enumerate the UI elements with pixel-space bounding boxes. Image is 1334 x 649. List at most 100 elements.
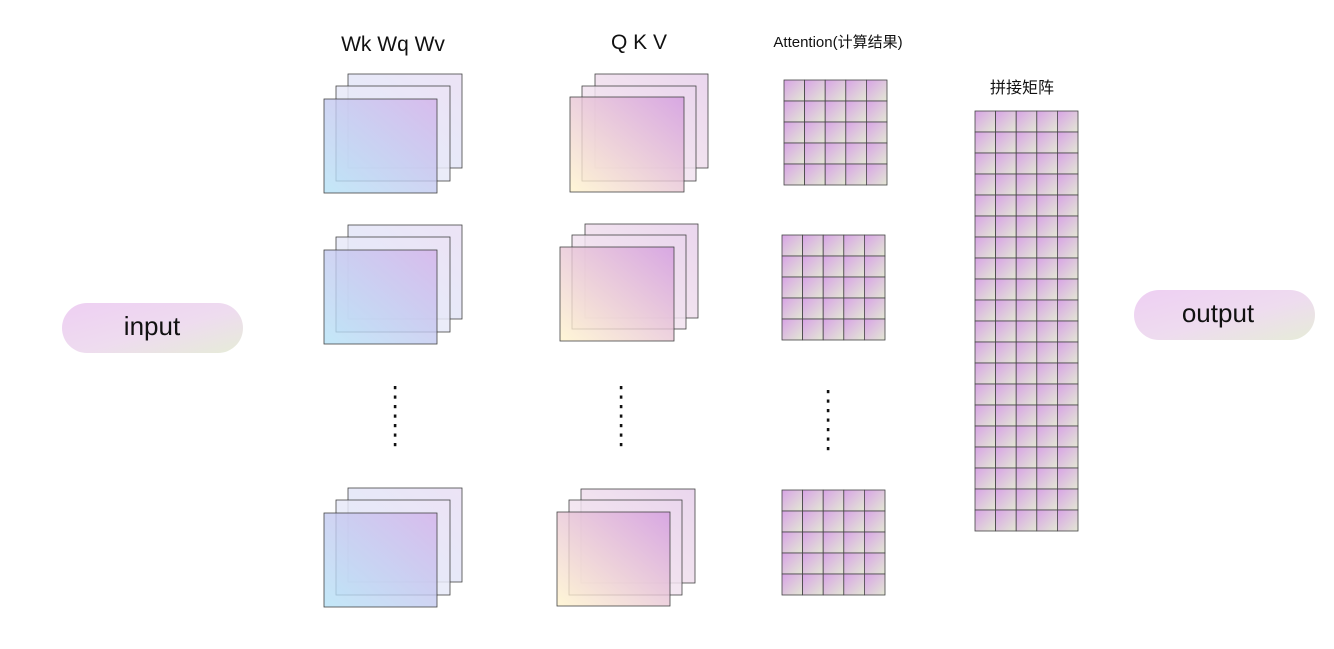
matrix-cell: [995, 383, 1017, 406]
matrix-cell: [802, 297, 824, 320]
matrix-cell: [1015, 278, 1038, 301]
matrix-cell: [1015, 173, 1038, 196]
weight-matrix-front: [323, 249, 438, 345]
matrix-cell: [781, 510, 804, 533]
matrix-cell: [1015, 194, 1038, 217]
matrix-cell: [974, 320, 997, 343]
matrix-cell: [845, 79, 867, 102]
matrix-cell: [974, 194, 997, 217]
matrix-cell: [1036, 341, 1058, 364]
ellipsis-dot: [619, 405, 623, 409]
matrix-cell: [1036, 362, 1058, 385]
matrix-cell: [1036, 110, 1058, 133]
matrix-cell: [995, 278, 1017, 301]
matrix-cell: [995, 320, 1017, 343]
matrix-cell: [845, 121, 867, 144]
matrix-cell: [845, 142, 867, 165]
matrix-cell: [1015, 425, 1038, 448]
matrix-cell: [974, 257, 997, 280]
matrix-cell: [1036, 236, 1058, 259]
qkv-matrix-front: [556, 511, 671, 607]
matrix-cell: [1015, 509, 1038, 532]
ellipsis-dot: [393, 405, 397, 409]
matrix-cell: [974, 236, 997, 259]
matrix-cell: [804, 142, 826, 165]
matrix-cell: [995, 257, 1017, 280]
matrix-cell: [804, 121, 826, 144]
concat-column-title: 拼接矩阵: [990, 79, 1054, 97]
matrix-cell: [1057, 110, 1079, 133]
matrix-cell: [974, 362, 997, 385]
matrix-cell: [974, 341, 997, 364]
input-pill: [62, 303, 243, 353]
matrix-cell: [822, 276, 845, 299]
matrix-cell: [995, 299, 1017, 322]
ellipsis-dot: [619, 395, 623, 399]
ellipsis-dot: [619, 433, 623, 437]
matrix-cell: [843, 552, 865, 575]
matrix-cell: [824, 79, 847, 102]
matrix-cell: [804, 79, 826, 102]
matrix-cell: [1057, 299, 1079, 322]
ellipsis-dot: [393, 395, 397, 399]
matrix-cell: [802, 276, 824, 299]
matrix-cell: [974, 446, 997, 469]
output-node: output: [1134, 290, 1315, 340]
matrix-cell: [781, 297, 804, 320]
matrix-cell: [845, 163, 867, 186]
matrix-cell: [1015, 488, 1038, 511]
weight-stack-2: [323, 224, 463, 345]
matrix-cell: [783, 100, 806, 123]
matrix-cell: [974, 173, 997, 196]
matrix-cell: [1057, 383, 1079, 406]
matrix-cell: [1036, 215, 1058, 238]
matrix-cell: [1057, 362, 1079, 385]
matrix-cell: [1057, 257, 1079, 280]
ellipsis-dot: [826, 447, 830, 451]
matrix-cell: [995, 215, 1017, 238]
matrix-cell: [1015, 110, 1038, 133]
matrix-cell: [1015, 467, 1038, 490]
weight-stack-1: [323, 73, 463, 194]
matrix-cell: [1036, 467, 1058, 490]
matrix-cell: [1036, 383, 1058, 406]
matrix-cell: [864, 318, 886, 341]
matrix-cell: [802, 531, 824, 554]
matrix-cell: [822, 255, 845, 278]
matrix-cell: [995, 236, 1017, 259]
qkv-column-title: Q K V: [611, 31, 667, 54]
matrix-cell: [864, 276, 886, 299]
matrix-cell: [822, 489, 845, 512]
ellipsis-dot: [393, 433, 397, 437]
matrix-cell: [783, 163, 806, 186]
matrix-cell: [866, 121, 888, 144]
matrix-cell: [995, 341, 1017, 364]
matrix-cell: [1036, 425, 1058, 448]
matrix-cell: [804, 163, 826, 186]
matrix-cell: [995, 194, 1017, 217]
ellipsis-dot: [619, 414, 623, 418]
input-node: input: [62, 303, 243, 353]
matrix-cell: [1015, 320, 1038, 343]
matrix-cell: [1015, 383, 1038, 406]
matrix-cell: [822, 552, 845, 575]
matrix-cell: [974, 383, 997, 406]
matrix-cell: [1057, 215, 1079, 238]
matrix-cell: [1015, 341, 1038, 364]
matrix-cell: [1015, 362, 1038, 385]
qkv-stack-3: [556, 488, 696, 607]
matrix-cell: [822, 234, 845, 257]
matrix-cell: [1057, 467, 1079, 490]
matrix-cell: [1015, 215, 1038, 238]
matrix-cell: [804, 100, 826, 123]
matrix-cell: [866, 79, 888, 102]
matrix-cell: [1057, 236, 1079, 259]
matrix-cell: [995, 425, 1017, 448]
matrix-cell: [995, 131, 1017, 154]
matrix-cell: [1036, 194, 1058, 217]
matrix-cell: [843, 318, 865, 341]
matrix-cell: [974, 425, 997, 448]
qkv-matrix-front: [569, 96, 685, 193]
matrix-cell: [866, 100, 888, 123]
